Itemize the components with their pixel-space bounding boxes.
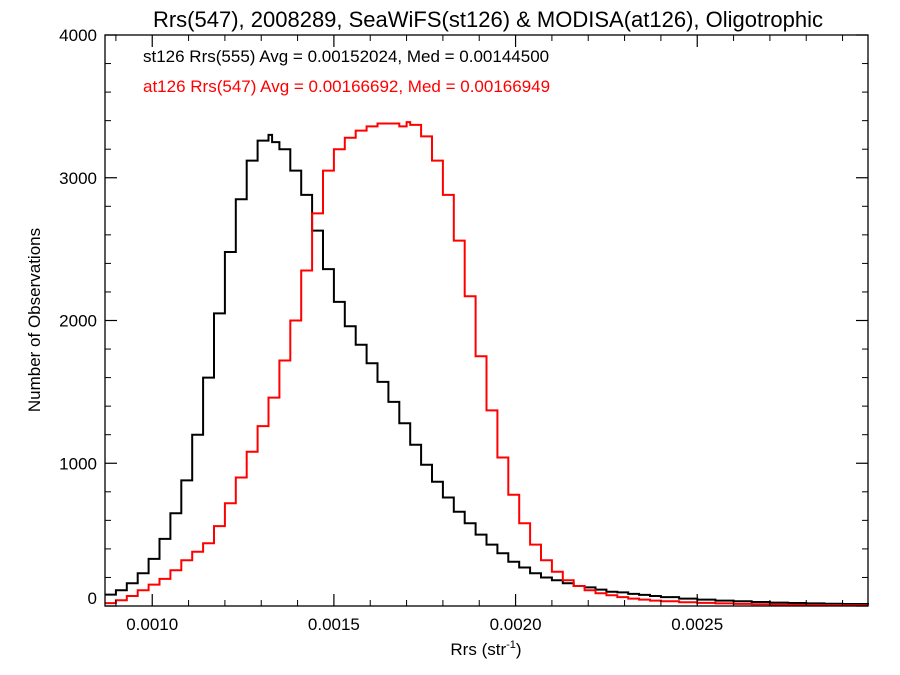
- y-axis-label: Number of Observations: [25, 228, 44, 412]
- plot-frame: [104, 34, 869, 607]
- x-axis-label-superscript: -1: [506, 639, 516, 651]
- y-tick-label: 3000: [59, 169, 97, 188]
- axis-layer: 0.0010 0.0015 0.0020 0.0025 0 1000 2000 3000 400…: [59, 26, 868, 634]
- x-axis-label-end: ): [516, 640, 522, 659]
- series-0-histogram-line: [105, 133, 869, 605]
- legend-entry-red: at126 Rrs(547) Avg = 0.00166692, Med = 0…: [143, 77, 550, 96]
- x-axis-label-base: Rrs (str: [450, 640, 506, 659]
- legend-entry-black: st126 Rrs(555) Avg = 0.00152024, Med = 0…: [143, 47, 549, 66]
- x-tick-label: 0.0020: [490, 615, 542, 634]
- chart-title: Rrs(547), 2008289, SeaWiFS(st126) & MODI…: [153, 7, 823, 32]
- y-tick-label: 2000: [59, 312, 97, 331]
- y-tick-label: 1000: [59, 454, 97, 473]
- x-tick-label: 0.0015: [308, 615, 360, 634]
- series-layer: [105, 121, 869, 607]
- y-tick-label: 4000: [59, 26, 97, 45]
- x-tick-label: 0.0025: [671, 615, 723, 634]
- y-tick-label: 0: [88, 589, 97, 608]
- x-tick-label: 0.0010: [126, 615, 178, 634]
- series-1-histogram-line: [105, 121, 869, 607]
- x-axis-label: Rrs (str-1): [450, 639, 521, 659]
